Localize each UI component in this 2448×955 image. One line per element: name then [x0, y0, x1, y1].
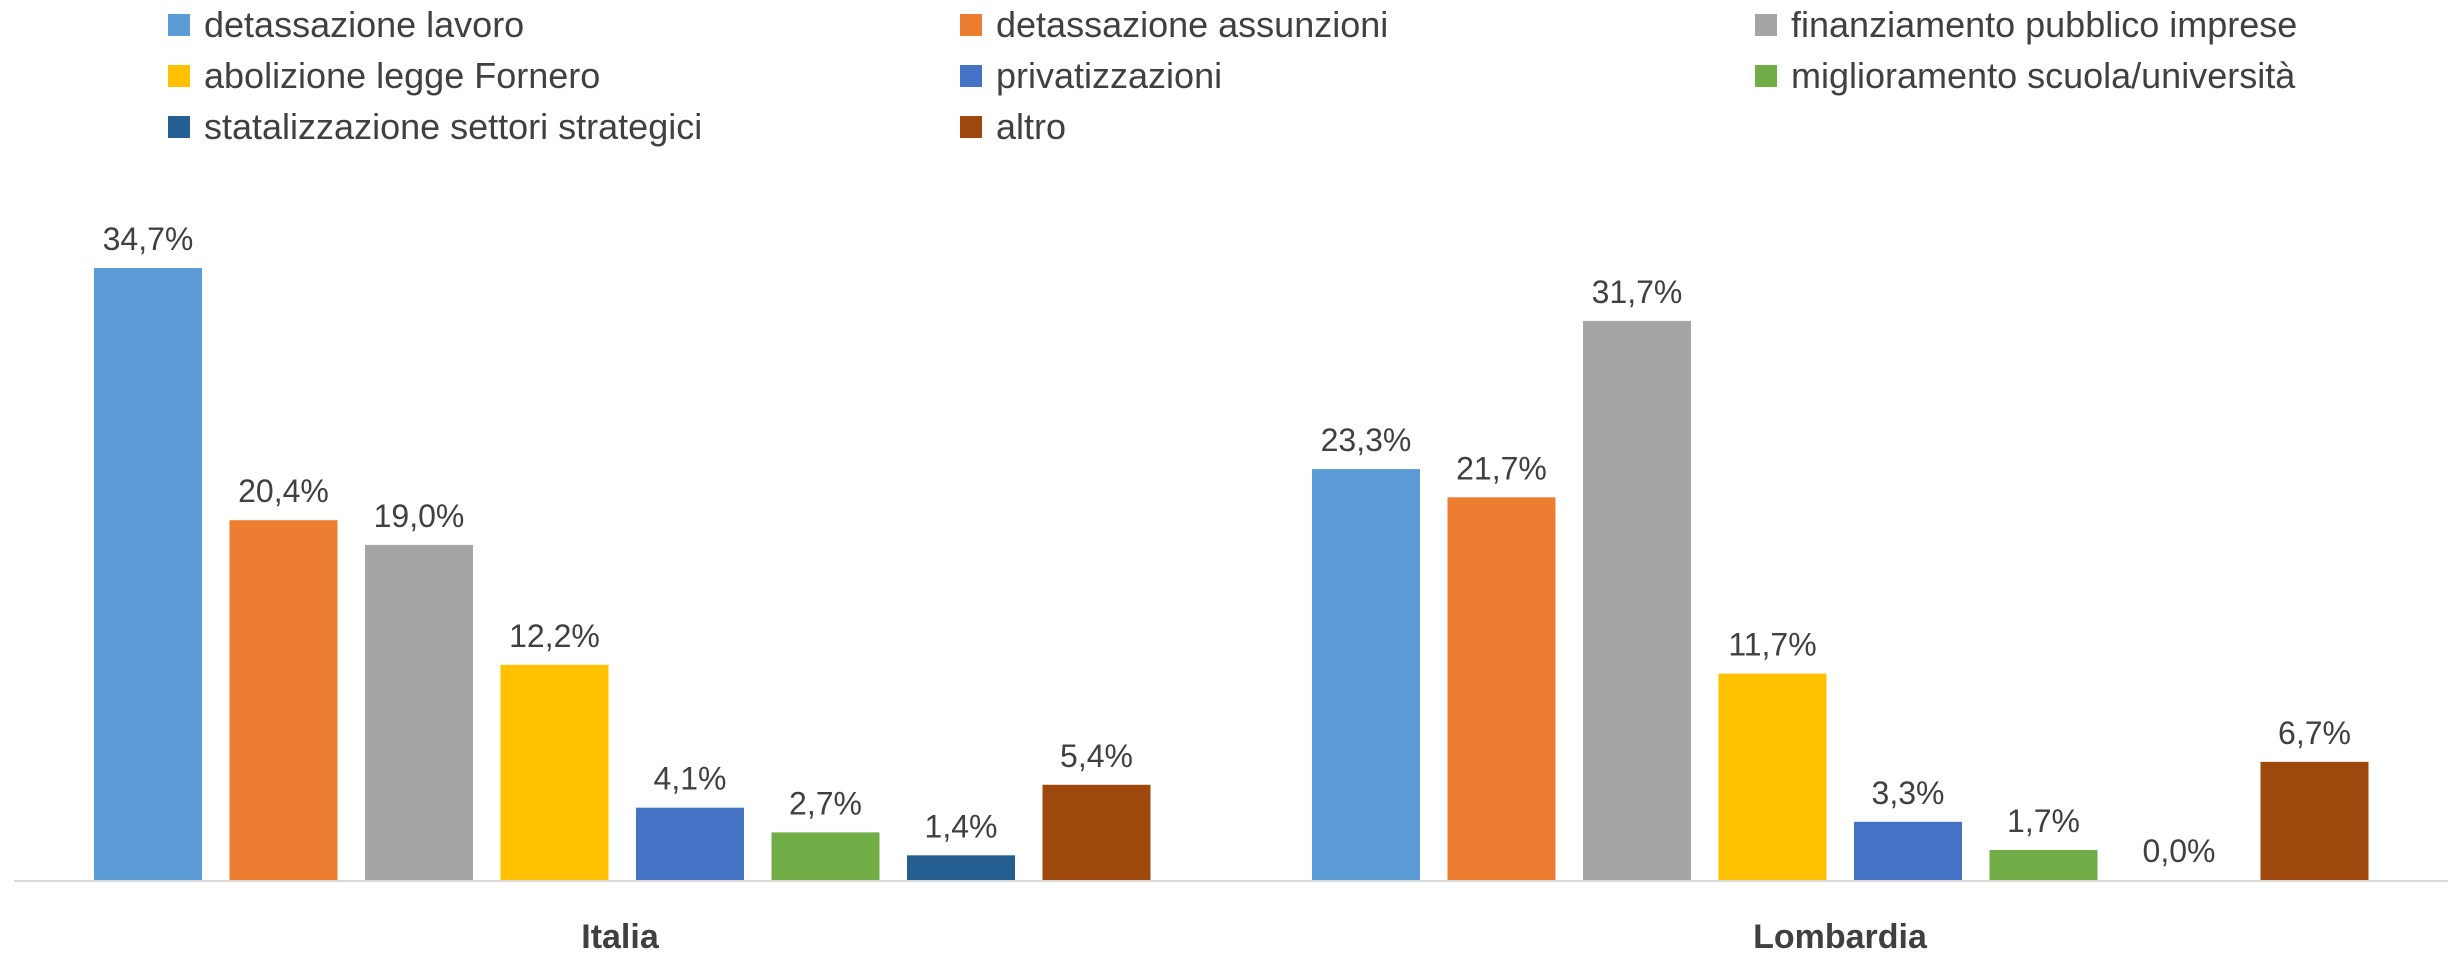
bar — [771, 832, 880, 880]
legend-item: miglioramento scuola/università — [1755, 55, 2296, 96]
bar — [1312, 469, 1420, 880]
legend-swatch — [168, 14, 190, 36]
legend-label: miglioramento scuola/università — [1791, 55, 2296, 96]
bar — [1583, 320, 1691, 881]
data-label: 34,7% — [103, 221, 194, 257]
legend-swatch — [960, 14, 982, 36]
legend-label: altro — [996, 106, 1067, 147]
legend-label: statalizzazione settori strategici — [204, 106, 703, 147]
data-label: 0,0% — [2143, 833, 2216, 869]
data-label: 4,1% — [654, 761, 727, 797]
legend-label: finanziamento pubblico imprese — [1791, 4, 2298, 45]
legend-swatch — [960, 65, 982, 87]
legend-label: privatizzazioni — [996, 55, 1223, 96]
legend-swatch — [1755, 65, 1777, 87]
bar — [94, 268, 202, 880]
legend-item: privatizzazioni — [960, 55, 1223, 96]
bar — [1854, 821, 1962, 880]
data-label: 2,7% — [789, 785, 862, 821]
data-label: 31,7% — [1592, 274, 1683, 310]
data-label: 1,4% — [925, 808, 998, 844]
data-label: 6,7% — [2278, 715, 2351, 751]
bar — [1989, 850, 2098, 880]
bar — [1447, 497, 1556, 880]
legend-swatch — [1755, 14, 1777, 36]
bar — [907, 855, 1015, 880]
legend-swatch — [960, 116, 982, 138]
legend-label: abolizione legge Fornero — [204, 55, 601, 96]
legend-label: detassazione lavoro — [204, 4, 525, 45]
bar — [1718, 673, 1827, 880]
data-label: 19,0% — [374, 498, 465, 534]
bar — [500, 664, 609, 880]
legend-item: altro — [960, 106, 1067, 147]
legend-swatch — [168, 116, 190, 138]
data-label: 23,3% — [1321, 422, 1412, 458]
legend-swatch — [168, 65, 190, 87]
legend-item: statalizzazione settori strategici — [168, 106, 703, 147]
legend-item: detassazione assunzioni — [960, 4, 1389, 45]
data-label: 12,2% — [509, 618, 600, 654]
bar — [636, 807, 744, 880]
data-label: 20,4% — [238, 473, 329, 509]
legend-item: finanziamento pubblico imprese — [1755, 4, 2298, 45]
legend-item: abolizione legge Fornero — [168, 55, 601, 96]
bar — [1042, 784, 1151, 880]
category-label: Lombardia — [1753, 918, 1928, 955]
data-label: 3,3% — [1872, 775, 1945, 811]
bar — [365, 544, 473, 880]
legend-item: detassazione lavoro — [168, 4, 525, 45]
bar — [2260, 761, 2369, 880]
data-label: 5,4% — [1060, 738, 1133, 774]
data-label: 11,7% — [1728, 627, 1816, 663]
bar — [229, 520, 338, 880]
data-label: 21,7% — [1456, 450, 1547, 486]
legend-label: detassazione assunzioni — [996, 4, 1389, 45]
data-label: 1,7% — [2007, 803, 2080, 839]
category-label: Italia — [581, 918, 660, 955]
